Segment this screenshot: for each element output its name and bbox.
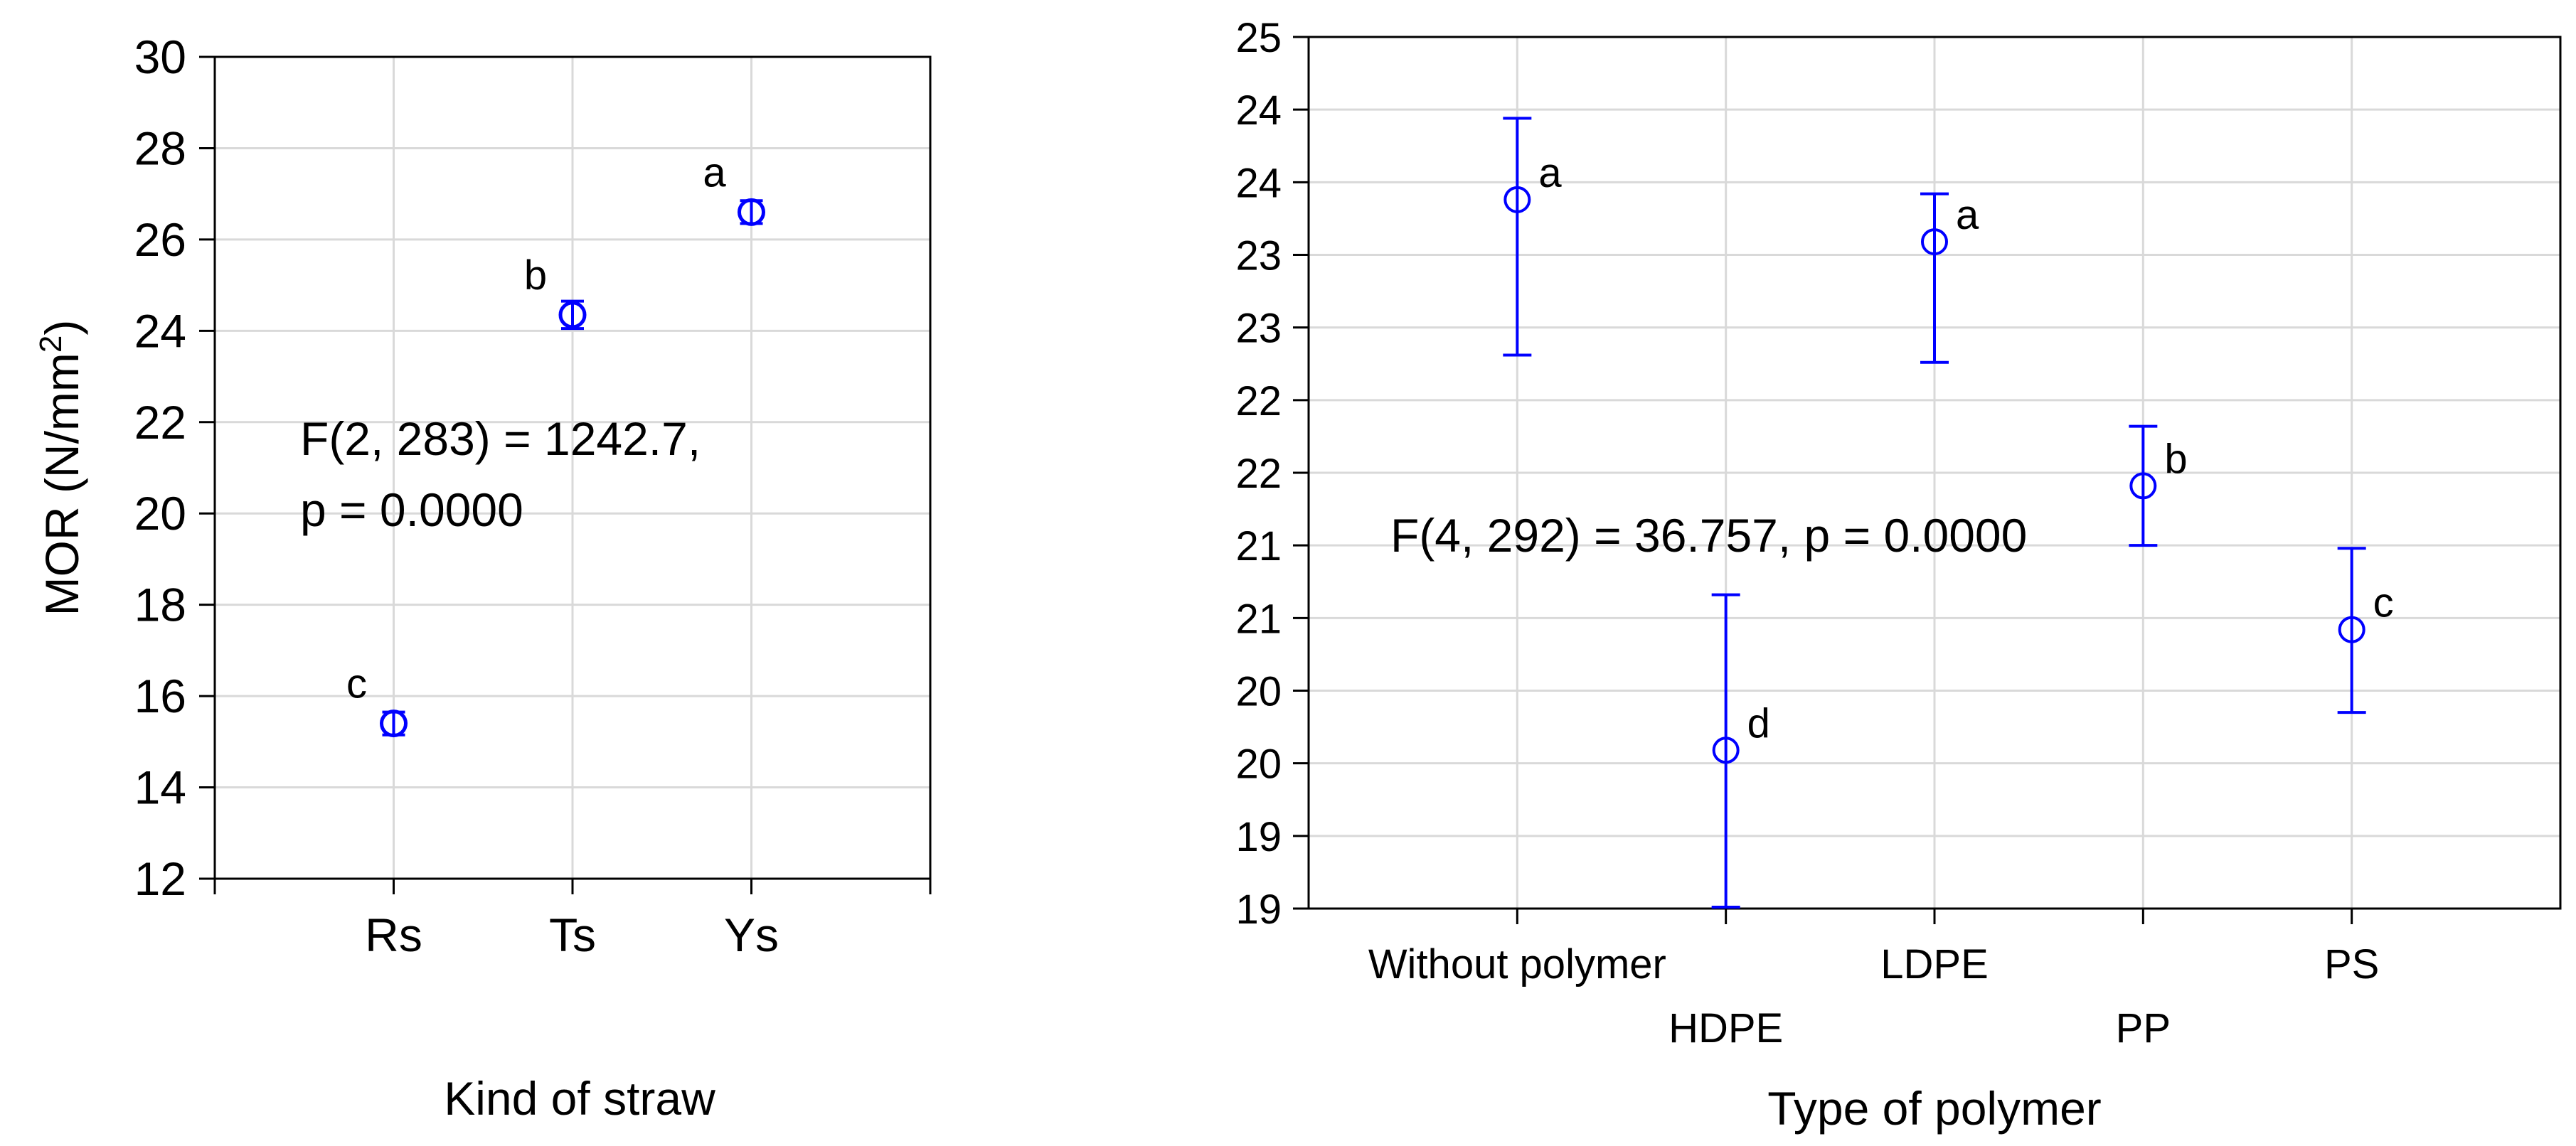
left-y-tick-label: 26	[134, 213, 186, 266]
right-group-label: d	[1747, 700, 1770, 746]
left-x-tick-label: Ys	[724, 909, 779, 961]
right-data-point	[1503, 186, 1531, 213]
right-y-ticks: 19 19 20 20 21 21 22 22 23 23 24 24 25	[1235, 15, 1309, 933]
right-y-tick-label: 20	[1235, 741, 1282, 788]
left-y-axis-label-main: MOR (N/mm	[36, 353, 88, 616]
right-y-tick-label: 22	[1235, 451, 1282, 497]
left-annotation-line1: F(2, 283) = 1242.7,	[300, 412, 701, 465]
left-x-axis-label: Kind of straw	[444, 1072, 715, 1125]
left-y-tick-label: 20	[134, 487, 186, 540]
left-y-tick-label: 16	[134, 670, 186, 722]
left-data-point	[558, 301, 587, 329]
left-y-tick-label: 24	[134, 304, 186, 357]
left-group-label: b	[524, 252, 547, 299]
chart-left: 12 14 16 18 20 22 24 26 28 30 Rs Ts Ys c b a F(2, 283…	[33, 31, 932, 1125]
left-y-axis-label-close: )	[36, 320, 88, 336]
right-y-tick-label: 23	[1235, 233, 1282, 279]
left-points: c b a	[346, 149, 765, 738]
right-y-tick-label: 21	[1235, 523, 1282, 569]
chart-right: 19 19 20 20 21 21 22 22 23 23 24 24 25 Without polym…	[1235, 15, 2562, 1135]
right-data-point	[1712, 737, 1740, 764]
left-y-tick-label: 30	[134, 31, 186, 83]
left-group-label: a	[703, 149, 726, 196]
right-x-tick-label: PS	[2324, 941, 2379, 987]
left-x-ticks: Rs Ts Ys	[213, 879, 932, 961]
right-group-label: c	[2373, 580, 2394, 626]
right-y-tick-label: 25	[1235, 15, 1282, 61]
left-y-axis-label: MOR (N/mm2)	[33, 320, 88, 616]
right-y-tick-label: 24	[1235, 87, 1282, 134]
right-y-tick-label: 21	[1235, 596, 1282, 642]
right-x-axis-label: Type of polymer	[1767, 1082, 2102, 1135]
left-y-tick-label: 14	[134, 761, 186, 814]
right-annotation: F(4, 292) = 36.757, p = 0.0000	[1390, 509, 2027, 562]
left-y-tick-label: 22	[134, 396, 186, 449]
left-annotation-line2: p = 0.0000	[300, 483, 523, 536]
left-y-tick-label: 28	[134, 122, 186, 174]
right-x-tick-label: LDPE	[1880, 941, 1989, 987]
left-data-point	[380, 709, 408, 738]
right-group-label: a	[1538, 150, 1562, 196]
right-y-tick-label: 22	[1235, 378, 1282, 424]
right-x-tick-label: PP	[2116, 1005, 2171, 1051]
left-group-label: c	[346, 661, 367, 707]
right-points: a d a b c	[1503, 117, 2394, 909]
left-grid	[213, 55, 932, 880]
right-y-tick-label: 19	[1235, 814, 1282, 860]
right-y-tick-label: 24	[1235, 160, 1282, 206]
right-group-label: b	[2164, 436, 2187, 482]
right-x-tick-label: HDPE	[1668, 1005, 1783, 1051]
right-y-tick-label: 20	[1235, 669, 1282, 715]
left-x-tick-label: Rs	[365, 909, 422, 961]
right-grid	[1309, 36, 2560, 910]
right-group-label: a	[1956, 192, 1979, 238]
right-data-point	[2129, 472, 2157, 500]
left-y-tick-label: 12	[134, 852, 186, 905]
left-y-tick-label: 18	[134, 579, 186, 631]
right-y-tick-label: 23	[1235, 306, 1282, 352]
left-data-point	[738, 198, 765, 226]
right-data-point	[1921, 228, 1948, 256]
right-y-tick-label: 19	[1235, 887, 1282, 933]
left-x-tick-label: Ts	[549, 909, 596, 961]
right-data-point	[2338, 616, 2365, 643]
left-y-ticks: 12 14 16 18 20 22 24 26 28 30	[134, 31, 215, 905]
right-x-tick-label: Without polymer	[1368, 941, 1666, 987]
left-y-axis-label-sup: 2	[33, 336, 68, 353]
